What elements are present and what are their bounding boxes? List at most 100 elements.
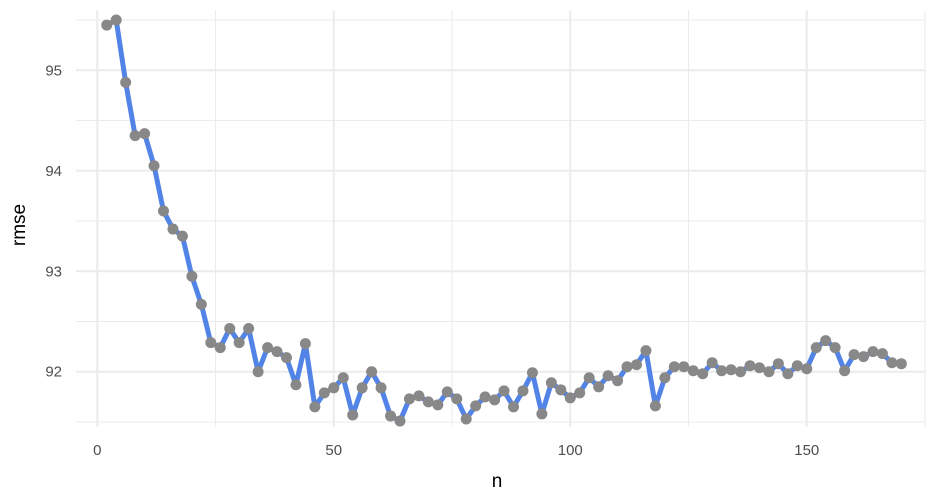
data-point [366,366,378,378]
data-point [280,352,292,364]
data-point [583,372,595,384]
data-point [782,368,794,380]
x-axis-ticks: 0 50 100 150 [93,442,819,459]
y-tick-label: 93 [45,263,62,280]
data-point [290,379,302,391]
data-point [687,365,699,377]
data-point [356,382,368,394]
data-point [243,323,255,335]
data-point [564,392,576,404]
data-point [763,366,775,378]
data-point [176,230,188,242]
data-point [744,360,756,372]
data-point [432,399,444,411]
data-point [347,409,359,421]
data-point [413,390,425,402]
data-point [602,370,614,382]
data-point [451,393,463,405]
data-point [110,14,122,26]
data-point [753,362,765,374]
data-point [139,128,151,140]
data-point [876,348,888,360]
data-point [148,160,160,172]
data-point [489,394,501,406]
data-point [375,382,387,394]
data-point [716,365,728,377]
series-points-group [101,14,907,427]
data-point [668,361,680,373]
y-axis-ticks: 92 93 94 95 [45,62,62,380]
data-point [895,358,907,370]
data-point [385,410,397,422]
data-point [593,381,605,393]
data-point [271,346,283,358]
data-point [328,382,340,394]
data-point [508,401,520,413]
data-point [299,338,311,350]
data-point [224,323,236,335]
data-point [422,396,434,408]
data-point [810,342,822,354]
data-point [858,351,870,363]
data-point [649,400,661,412]
data-point [697,368,709,380]
data-point [233,337,245,349]
data-point [262,342,274,354]
data-point [574,387,586,399]
data-point [772,358,784,370]
data-point [318,387,330,399]
data-point [101,19,113,31]
y-tick-label: 92 [45,364,62,381]
data-point [394,415,406,427]
data-point [441,386,453,398]
data-point [309,401,321,413]
data-point [536,408,548,420]
data-point [725,364,737,376]
data-point [214,342,226,354]
data-point [820,335,832,347]
data-point [678,361,690,373]
data-point [839,365,851,377]
data-point [470,400,482,412]
data-point [640,345,652,357]
data-point [735,366,747,378]
data-point [195,298,207,310]
data-point [801,363,813,375]
data-point [526,367,538,379]
data-point [886,357,898,369]
data-point [158,205,170,217]
x-tick-label: 50 [325,442,342,459]
x-tick-label: 100 [558,442,583,459]
data-point [848,349,860,361]
y-tick-label: 94 [45,163,62,180]
data-point [621,361,633,373]
data-point [791,360,803,372]
data-point [252,366,264,378]
data-point [555,384,567,396]
x-tick-label: 150 [794,442,819,459]
data-point [186,270,198,282]
data-point [479,391,491,403]
x-axis-title: n [492,471,503,492]
minor-gridlines [76,10,926,427]
x-tick-label: 0 [93,442,101,459]
data-point [120,76,132,88]
data-point [706,357,718,369]
data-point [403,393,415,405]
data-point [867,346,879,358]
data-point [337,372,349,384]
data-point [205,337,217,349]
data-point [630,359,642,371]
data-point [829,342,841,354]
data-point [498,385,510,397]
y-tick-label: 95 [45,62,62,79]
y-axis-title: rmse [9,204,30,246]
data-point [659,372,671,384]
data-point [545,377,557,389]
data-point [129,130,141,142]
data-point [612,375,624,387]
data-point [517,385,529,397]
data-point [460,413,472,425]
data-point [167,223,179,235]
